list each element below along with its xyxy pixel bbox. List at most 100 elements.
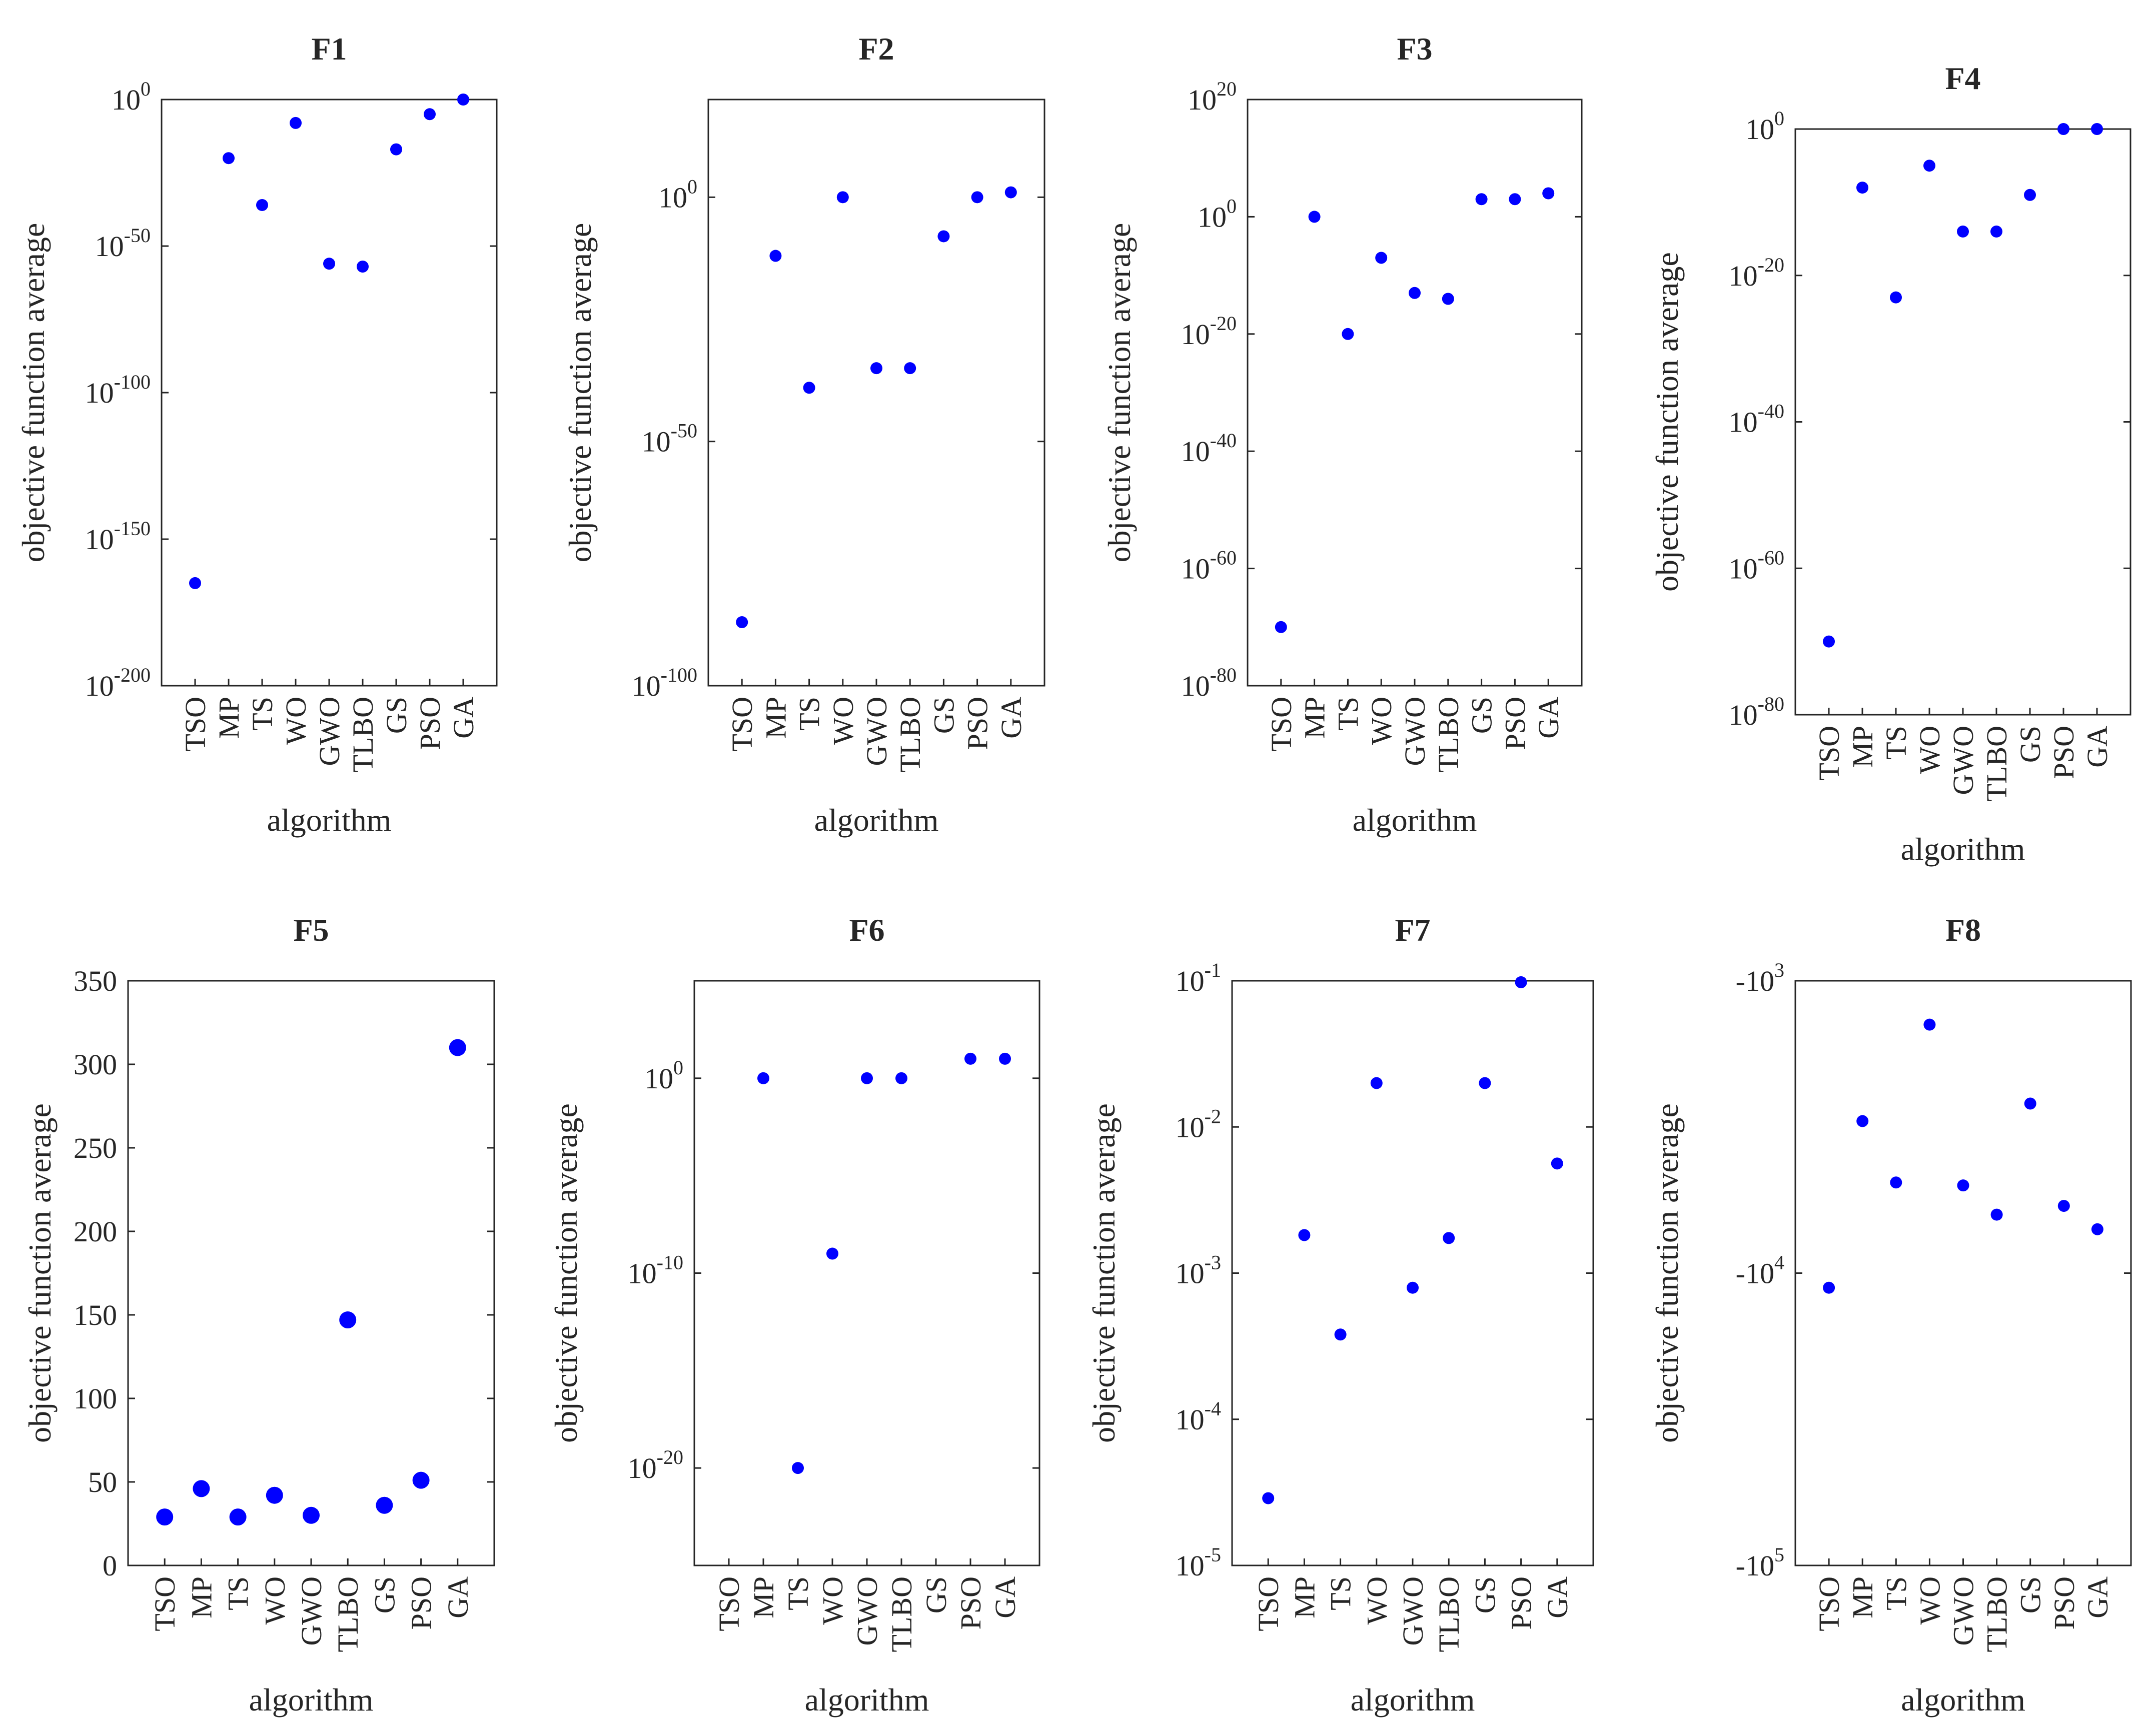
data-point-ga [449, 1039, 466, 1056]
x-tick-label: WO [827, 697, 859, 745]
x-tick-label: WO [259, 1576, 291, 1625]
data-point-gwo [1957, 225, 1969, 238]
y-tick-label: 10-60 [1729, 546, 1784, 585]
chart-title: F3 [1397, 31, 1432, 67]
x-tick-label: PSO [2047, 726, 2080, 779]
data-point-ga [2091, 123, 2103, 135]
data-point-gwo [861, 1072, 873, 1084]
y-tick-label: 10-10 [628, 1251, 683, 1290]
data-point-gwo [323, 258, 335, 270]
x-tick-label: MP [747, 1576, 780, 1618]
data-point-tlbo [1442, 293, 1454, 305]
y-tick-label: -103 [1736, 959, 1784, 997]
x-tick-label: TSO [713, 1576, 745, 1631]
plot-frame [1794, 980, 2132, 1566]
data-point-ts [1890, 291, 1902, 304]
data-point-tlbo [1990, 1208, 2003, 1221]
data-point-ts [803, 382, 815, 394]
data-point-wo [836, 191, 849, 204]
y-tick-label: 100 [658, 175, 697, 214]
y-tick-label: 300 [74, 1048, 117, 1081]
data-point-pso [964, 1052, 976, 1065]
data-point-wo [1923, 1018, 1936, 1031]
x-tick-label: TSO [149, 1576, 181, 1631]
y-tick-label: 100 [112, 78, 151, 116]
x-tick-label: PSO [2048, 1576, 2080, 1629]
x-tick-label: PSO [1505, 1576, 1538, 1629]
data-point-mp [193, 1480, 210, 1497]
y-tick-label: 10-5 [1176, 1543, 1221, 1582]
y-tick-label: 50 [88, 1466, 117, 1498]
x-tick-label: GWO [1397, 1576, 1429, 1646]
x-tick-label: GS [1466, 697, 1498, 734]
data-point-tso [1823, 1281, 1835, 1294]
data-point-ga [2091, 1223, 2103, 1235]
x-tick-label: TS [1880, 1576, 1912, 1610]
y-tick-label: 100 [1198, 195, 1237, 233]
x-tick-label: TSO [1252, 1576, 1285, 1631]
x-tick-label: TS [246, 697, 279, 731]
data-point-tso [189, 577, 201, 589]
x-tick-label: GA [1532, 697, 1565, 739]
x-tick-label: PSO [954, 1576, 987, 1629]
y-tick-label: 10-40 [1181, 429, 1237, 468]
x-tick-label: TSO [726, 697, 758, 752]
data-point-gwo [1407, 1281, 1419, 1294]
panel-f4: F4 100 10-20 10-40 10-60 10-80 TSO MP TS WO GWO TLB… [1649, 61, 2131, 867]
data-point-tso [1262, 1492, 1275, 1504]
x-tick-label: TS [222, 1576, 255, 1610]
y-tick-label: 0 [103, 1549, 117, 1582]
data-point-ts [792, 1462, 804, 1474]
data-point-gs [2024, 1097, 2036, 1110]
data-point-tlbo [895, 1072, 907, 1084]
data-point-pso [2057, 123, 2069, 135]
data-point-wo [1923, 160, 1935, 172]
y-tick-label: 10-60 [1181, 547, 1237, 585]
x-tick-label: PSO [405, 1576, 438, 1629]
chart-title: F1 [311, 31, 347, 67]
y-tick-label: 10-4 [1176, 1397, 1221, 1436]
y-tick-label: 1020 [1188, 78, 1237, 116]
data-point-ga [1551, 1157, 1563, 1170]
x-axis-label: algorithm [805, 1682, 929, 1717]
data-point-gs [376, 1496, 393, 1514]
x-tick-label: PSO [414, 697, 446, 750]
data-point-pso [2057, 1200, 2070, 1212]
y-tick-label: 350 [74, 965, 117, 997]
data-point-tlbo [904, 362, 916, 375]
data-point-pso [971, 191, 983, 204]
x-tick-label: WO [1365, 697, 1398, 745]
data-point-pso [412, 1471, 430, 1489]
y-axis-label: objective function average [1649, 252, 1685, 592]
x-tick-label: GWO [1399, 697, 1431, 766]
x-axis-label: algorithm [1353, 802, 1477, 838]
x-tick-label: TLBO [1433, 1576, 1465, 1652]
x-tick-label: GWO [313, 697, 346, 766]
x-tick-label: GA [442, 1576, 474, 1618]
data-point-tso [736, 616, 748, 629]
x-tick-label: TLBO [332, 1576, 364, 1652]
y-tick-label: 10-2 [1176, 1105, 1221, 1143]
x-tick-label: TLBO [885, 1576, 918, 1652]
x-axis-label: algorithm [1901, 1682, 2025, 1717]
x-tick-label: GS [1469, 1576, 1501, 1613]
x-tick-label: MP [213, 697, 245, 739]
data-point-mp [769, 250, 782, 262]
data-point-mp [223, 152, 235, 165]
data-point-ga [1004, 186, 1017, 199]
data-point-gs [390, 143, 402, 156]
data-point-gs [1479, 1077, 1491, 1089]
x-tick-label: GWO [1947, 726, 1979, 795]
x-axis-label: algorithm [1351, 1682, 1475, 1717]
y-tick-label: 10-50 [642, 420, 697, 458]
data-point-gs [1475, 193, 1488, 206]
data-point-gs [937, 230, 950, 243]
y-tick-label: 10-20 [628, 1446, 683, 1484]
panel-f6: F6 100 10-10 10-20 TSO MP TS WO GWO TLBO GS PSO GA al… [548, 912, 1040, 1717]
x-tick-label: TS [782, 1576, 814, 1610]
y-axis-label: objective function average [1102, 223, 1137, 563]
data-point-mp [1308, 211, 1321, 223]
y-tick-label: 250 [74, 1132, 117, 1164]
x-tick-label: GS [2014, 1576, 2047, 1613]
x-tick-label: MP [1299, 697, 1331, 739]
